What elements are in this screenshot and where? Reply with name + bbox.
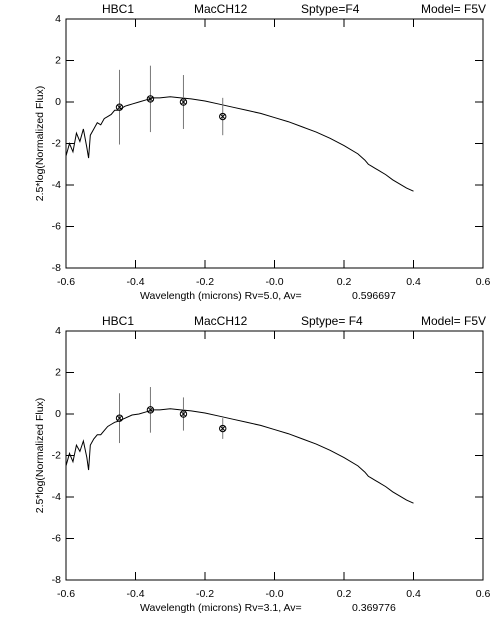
y-tick-label: 4 bbox=[55, 13, 61, 25]
spectrum-line bbox=[65, 408, 414, 504]
x-tick-label: 0.4 bbox=[406, 588, 421, 600]
y-tick-label: -6 bbox=[52, 532, 61, 544]
x-tick-label: 0.6 bbox=[476, 276, 491, 288]
photometry-point bbox=[115, 103, 124, 111]
y-axis-label: 2.5*log(Normalized Flux) bbox=[34, 398, 46, 514]
photometry-cross bbox=[220, 425, 226, 432]
photometry-cross bbox=[116, 104, 123, 110]
x-axis-label: Wavelength (microns) Rv=3.1, Av= bbox=[140, 602, 302, 614]
x-tick-label: -0.2 bbox=[196, 588, 214, 600]
photometry-cross bbox=[147, 96, 154, 102]
photometry-point bbox=[146, 95, 155, 103]
photometry-cross bbox=[180, 411, 187, 417]
x-axis-label: Wavelength (microns) Rv=5.0, Av= bbox=[140, 290, 302, 302]
x-tick-label: 0.2 bbox=[337, 276, 352, 288]
plot-frame bbox=[65, 18, 484, 269]
title-part: Model= F5V bbox=[421, 314, 486, 328]
x-tick-label: -0.4 bbox=[126, 588, 144, 600]
x-tick-label: -0.6 bbox=[57, 588, 75, 600]
plot-frame bbox=[65, 330, 484, 581]
photometry-cross bbox=[116, 415, 123, 421]
y-tick-label: -6 bbox=[52, 220, 61, 232]
x-tick-label: -0.0 bbox=[265, 588, 283, 600]
x-tick-label: 0.6 bbox=[476, 588, 491, 600]
photometry-point bbox=[179, 98, 188, 106]
y-tick-label: -4 bbox=[52, 179, 61, 191]
x-tick-label: 0.4 bbox=[406, 276, 421, 288]
x-tick-label: 0.2 bbox=[337, 588, 352, 600]
y-tick-label: 2 bbox=[55, 366, 61, 378]
photometry-point bbox=[115, 414, 124, 422]
y-tick-label: 2 bbox=[55, 54, 61, 66]
title-part: MacCH12 bbox=[194, 2, 248, 16]
x-tick-label: -0.4 bbox=[126, 276, 144, 288]
x-tick-label: -0.6 bbox=[57, 276, 75, 288]
photometry-point bbox=[146, 406, 155, 414]
y-tick-label: -2 bbox=[52, 137, 61, 149]
y-tick-label: -8 bbox=[52, 262, 61, 274]
title-part: HBC1 bbox=[102, 314, 134, 328]
x-tick-label: -0.2 bbox=[196, 276, 214, 288]
photometry-point bbox=[179, 410, 188, 418]
title-part: HBC1 bbox=[102, 2, 134, 16]
av-value: 0.369776 bbox=[352, 602, 396, 614]
y-tick-label: -2 bbox=[52, 449, 61, 461]
title-part: Model= F5V bbox=[421, 2, 486, 16]
av-value: 0.596697 bbox=[352, 290, 396, 302]
photometry-point bbox=[219, 424, 227, 433]
y-tick-label: -8 bbox=[52, 574, 61, 586]
photometry-cross bbox=[220, 113, 226, 120]
spectrum-line bbox=[65, 96, 414, 192]
title-part: Sptype=F4 bbox=[301, 2, 360, 16]
title-part: Sptype= F4 bbox=[301, 314, 363, 328]
photometry-cross bbox=[180, 99, 187, 105]
y-tick-label: -4 bbox=[52, 491, 61, 503]
y-tick-label: 0 bbox=[55, 408, 61, 420]
title-part: MacCH12 bbox=[194, 314, 248, 328]
photometry-cross bbox=[147, 407, 154, 413]
photometry-point bbox=[219, 112, 227, 121]
y-tick-label: 0 bbox=[55, 96, 61, 108]
y-axis-label: 2.5*log(Normalized Flux) bbox=[34, 86, 46, 202]
y-tick-label: 4 bbox=[55, 325, 61, 337]
x-tick-label: -0.0 bbox=[265, 276, 283, 288]
